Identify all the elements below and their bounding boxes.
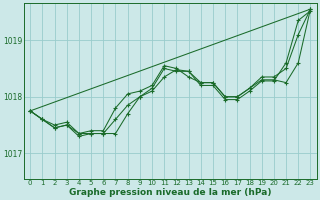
X-axis label: Graphe pression niveau de la mer (hPa): Graphe pression niveau de la mer (hPa) [69,188,272,197]
